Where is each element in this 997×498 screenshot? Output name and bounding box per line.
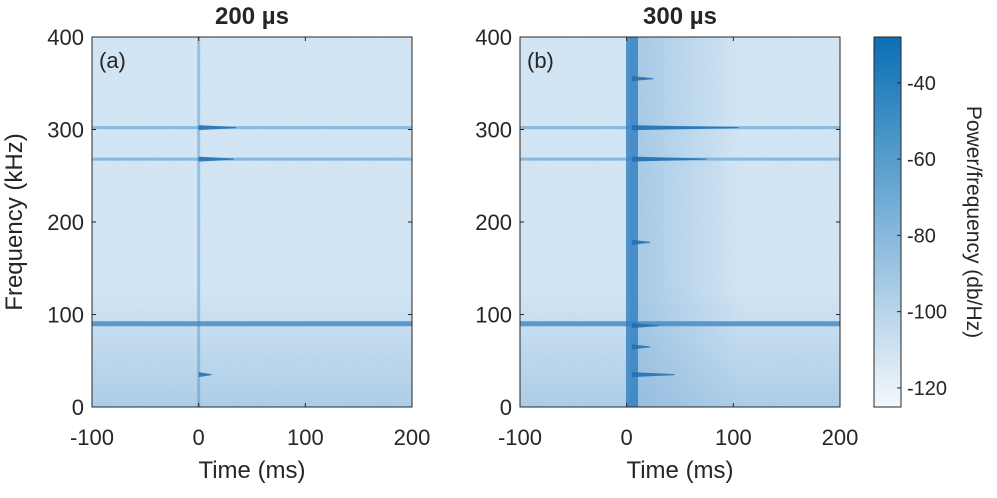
x-tick-label: 100 — [715, 425, 752, 450]
x-tick-label: 100 — [287, 425, 324, 450]
x-tick-label: 200 — [822, 425, 859, 450]
pulse-vertical-band — [197, 37, 201, 407]
panel-b-x-ticks: -100 0 100 200 — [498, 37, 858, 450]
panel-b-tag: (b) — [527, 48, 554, 73]
x-tick-label: 0 — [193, 425, 205, 450]
panel-a-transient-features — [197, 37, 236, 407]
panel-b-title: 300 µs — [643, 3, 717, 30]
panel-b: 300 µs (b) -100 0 100 200 0 100 200 300 400 Tim… — [475, 3, 858, 484]
transient-feature-302khz — [632, 125, 739, 131]
panel-a: 200 µs (a) -100 0 100 200 0 100 200 300 400 Tim… — [1, 3, 430, 484]
panel-b-post-pulse-fan — [630, 37, 740, 407]
pulse-vertical-band — [626, 37, 638, 407]
transient-feature-35khz — [632, 372, 675, 378]
y-tick-label: 200 — [475, 210, 512, 235]
transient-feature-178khz — [632, 239, 651, 245]
y-tick-label: 300 — [47, 118, 84, 143]
y-tick-label: 100 — [475, 303, 512, 328]
panel-a-background-lines — [92, 126, 412, 327]
panel-a-low-frequency-energy — [92, 290, 412, 407]
x-tick-label: 200 — [394, 425, 431, 450]
panel-b-plot-area — [519, 36, 841, 408]
panel-b-x-axis-label: Time (ms) — [626, 457, 733, 484]
colorbar-tick-label: -40 — [907, 73, 936, 95]
x-tick-label: -100 — [70, 425, 114, 450]
colorbar-gradient — [873, 36, 902, 408]
transient-feature-355khz — [632, 76, 654, 82]
x-tick-label: -100 — [498, 425, 542, 450]
y-tick-label: 200 — [47, 210, 84, 235]
y-tick-label: 0 — [72, 395, 84, 420]
transient-feature-302khz — [198, 125, 236, 131]
colorbar-ticks: -40 -60 -80 -100 -120 — [897, 73, 947, 400]
panel-a-y-ticks: 0 100 200 300 400 — [47, 25, 412, 420]
panel-a-y-axis-label: Frequency (kHz) — [1, 133, 28, 310]
panel-a-plot-area — [91, 36, 413, 408]
panel-a-title: 200 µs — [215, 3, 289, 30]
x-tick-label: 0 — [621, 425, 633, 450]
colorbar-tick-label: -80 — [907, 225, 936, 247]
panel-a-x-ticks: -100 0 100 200 — [70, 37, 430, 450]
panel-b-y-ticks: 0 100 200 300 400 — [475, 25, 840, 420]
y-tick-label: 300 — [475, 118, 512, 143]
y-tick-label: 0 — [500, 395, 512, 420]
colorbar-tick-label: -120 — [907, 378, 947, 400]
y-tick-label: 400 — [47, 25, 84, 50]
transient-feature-65khz — [632, 344, 651, 350]
panel-a-x-axis-label: Time (ms) — [198, 457, 305, 484]
colorbar-label: Power/frequency (db/Hz) — [962, 106, 985, 338]
colorbar: -40 -60 -80 -100 -120 Power/frequency (db/Hz… — [873, 36, 985, 408]
panel-b-transient-features — [626, 37, 739, 407]
y-tick-label: 400 — [475, 25, 512, 50]
panel-a-tag: (a) — [99, 48, 126, 73]
transient-feature-35khz — [198, 372, 212, 378]
transient-feature-268khz — [632, 156, 707, 162]
colorbar-tick-label: -60 — [907, 149, 936, 171]
transient-feature-268khz — [198, 156, 234, 162]
y-tick-label: 100 — [47, 303, 84, 328]
transient-feature-88khz — [632, 323, 659, 329]
colorbar-tick-label: -100 — [907, 302, 947, 324]
